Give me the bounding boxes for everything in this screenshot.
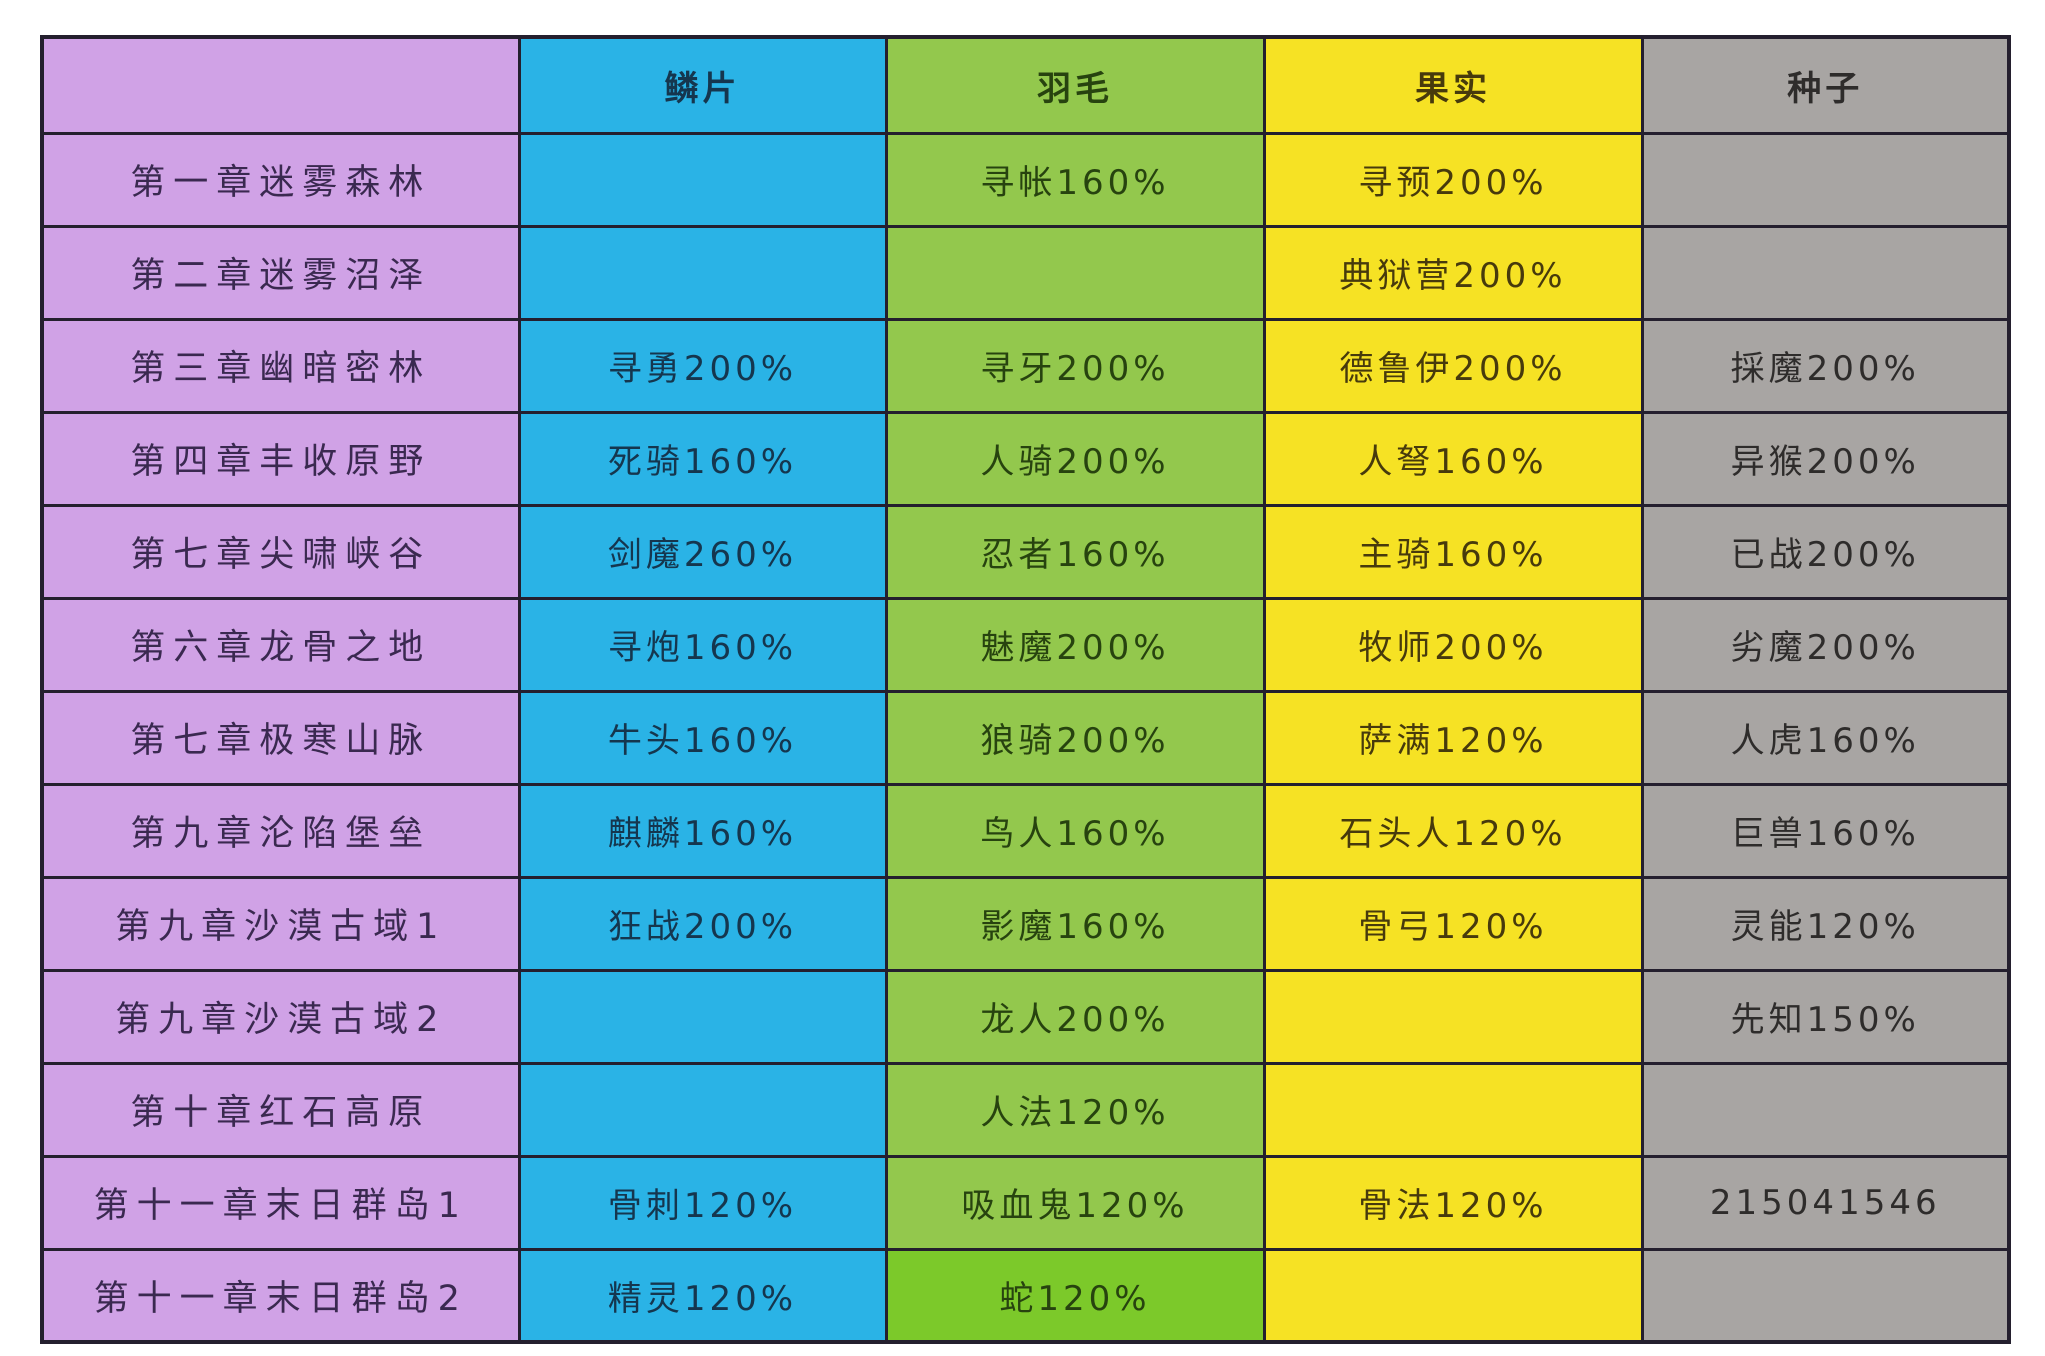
- drop-rate-table: 鳞片 羽毛 果实 种子 第一章迷雾森林 寻帐160% 寻预200% 第二章迷雾沼…: [40, 35, 2011, 1344]
- table-row: 第九章沙漠古域2 龙人200% 先知150%: [40, 968, 2011, 1065]
- table-row: 第十章红石高原 人法120%: [40, 1061, 2011, 1158]
- scale-cell: 死骑160%: [517, 410, 888, 507]
- table-row: 第一章迷雾森林 寻帐160% 寻预200%: [40, 131, 2011, 228]
- chapter-cell: 第二章迷雾沼泽: [40, 224, 521, 321]
- fruit-cell: [1262, 968, 1644, 1065]
- seed-cell: 异猴200%: [1640, 410, 2011, 507]
- header-fruit: 果实: [1262, 35, 1644, 135]
- scale-cell: [517, 1061, 888, 1158]
- feather-cell: [884, 224, 1266, 321]
- scale-cell: 麒麟160%: [517, 782, 888, 879]
- fruit-cell: 人弩160%: [1262, 410, 1644, 507]
- fruit-cell: 典狱营200%: [1262, 224, 1644, 321]
- seed-cell: 劣魔200%: [1640, 596, 2011, 693]
- chapter-cell: 第四章丰收原野: [40, 410, 521, 507]
- chapter-cell: 第十章红石高原: [40, 1061, 521, 1158]
- feather-cell: 寻帐160%: [884, 131, 1266, 228]
- seed-cell: 215041546: [1640, 1154, 2011, 1251]
- chapter-cell: 第九章沙漠古域1: [40, 875, 521, 972]
- table-row: 第十一章末日群岛2 精灵120% 蛇120%: [40, 1247, 2011, 1344]
- fruit-cell: 寻预200%: [1262, 131, 1644, 228]
- seed-cell: [1640, 224, 2011, 321]
- fruit-cell: 骨法120%: [1262, 1154, 1644, 1251]
- seed-cell: 已战200%: [1640, 503, 2011, 600]
- header-feather: 羽毛: [884, 35, 1266, 135]
- seed-cell: 巨兽160%: [1640, 782, 2011, 879]
- seed-cell: [1640, 1247, 2011, 1344]
- chapter-cell: 第七章极寒山脉: [40, 689, 521, 786]
- fruit-cell: [1262, 1061, 1644, 1158]
- seed-cell: 採魔200%: [1640, 317, 2011, 414]
- feather-cell: 人骑200%: [884, 410, 1266, 507]
- table-row: 第三章幽暗密林 寻勇200% 寻牙200% 德鲁伊200% 採魔200%: [40, 317, 2011, 414]
- scale-cell: 剑魔260%: [517, 503, 888, 600]
- feather-cell: 影魔160%: [884, 875, 1266, 972]
- scale-cell: 骨刺120%: [517, 1154, 888, 1251]
- scale-cell: 狂战200%: [517, 875, 888, 972]
- scale-cell: 牛头160%: [517, 689, 888, 786]
- fruit-cell: 石头人120%: [1262, 782, 1644, 879]
- header-seed: 种子: [1640, 35, 2011, 135]
- feather-cell: 狼骑200%: [884, 689, 1266, 786]
- fruit-cell: 主骑160%: [1262, 503, 1644, 600]
- scale-cell: [517, 968, 888, 1065]
- scale-cell: [517, 131, 888, 228]
- scale-cell: [517, 224, 888, 321]
- chapter-cell: 第十一章末日群岛1: [40, 1154, 521, 1251]
- seed-cell: [1640, 131, 2011, 228]
- fruit-cell: [1262, 1247, 1644, 1344]
- seed-cell: 灵能120%: [1640, 875, 2011, 972]
- feather-cell: 寻牙200%: [884, 317, 1266, 414]
- feather-cell: 魅魔200%: [884, 596, 1266, 693]
- seed-cell: 人虎160%: [1640, 689, 2011, 786]
- table-row: 第九章沙漠古域1 狂战200% 影魔160% 骨弓120% 灵能120%: [40, 875, 2011, 972]
- chapter-cell: 第十一章末日群岛2: [40, 1247, 521, 1344]
- fruit-cell: 德鲁伊200%: [1262, 317, 1644, 414]
- feather-cell: 吸血鬼120%: [884, 1154, 1266, 1251]
- table-row: 第六章龙骨之地 寻炮160% 魅魔200% 牧师200% 劣魔200%: [40, 596, 2011, 693]
- chapter-cell: 第三章幽暗密林: [40, 317, 521, 414]
- chapter-cell: 第六章龙骨之地: [40, 596, 521, 693]
- header-chapter: [40, 35, 521, 135]
- seed-cell: 先知150%: [1640, 968, 2011, 1065]
- feather-cell: 蛇120%: [884, 1247, 1266, 1344]
- chapter-cell: 第一章迷雾森林: [40, 131, 521, 228]
- fruit-cell: 牧师200%: [1262, 596, 1644, 693]
- scale-cell: 寻勇200%: [517, 317, 888, 414]
- header-row: 鳞片 羽毛 果实 种子: [40, 35, 2011, 135]
- chapter-cell: 第九章沙漠古域2: [40, 968, 521, 1065]
- scale-cell: 寻炮160%: [517, 596, 888, 693]
- feather-cell: 龙人200%: [884, 968, 1266, 1065]
- seed-cell: [1640, 1061, 2011, 1158]
- feather-cell: 人法120%: [884, 1061, 1266, 1158]
- feather-cell: 鸟人160%: [884, 782, 1266, 879]
- header-scale: 鳞片: [517, 35, 888, 135]
- table-row: 第四章丰收原野 死骑160% 人骑200% 人弩160% 异猴200%: [40, 410, 2011, 507]
- fruit-cell: 骨弓120%: [1262, 875, 1644, 972]
- feather-cell: 忍者160%: [884, 503, 1266, 600]
- table-row: 第七章尖啸峡谷 剑魔260% 忍者160% 主骑160% 已战200%: [40, 503, 2011, 600]
- table-row: 第十一章末日群岛1 骨刺120% 吸血鬼120% 骨法120% 21504154…: [40, 1154, 2011, 1251]
- fruit-cell: 萨满120%: [1262, 689, 1644, 786]
- chapter-cell: 第九章沦陷堡垒: [40, 782, 521, 879]
- scale-cell: 精灵120%: [517, 1247, 888, 1344]
- chapter-cell: 第七章尖啸峡谷: [40, 503, 521, 600]
- table-row: 第二章迷雾沼泽 典狱营200%: [40, 224, 2011, 321]
- table-row: 第七章极寒山脉 牛头160% 狼骑200% 萨满120% 人虎160%: [40, 689, 2011, 786]
- table-row: 第九章沦陷堡垒 麒麟160% 鸟人160% 石头人120% 巨兽160%: [40, 782, 2011, 879]
